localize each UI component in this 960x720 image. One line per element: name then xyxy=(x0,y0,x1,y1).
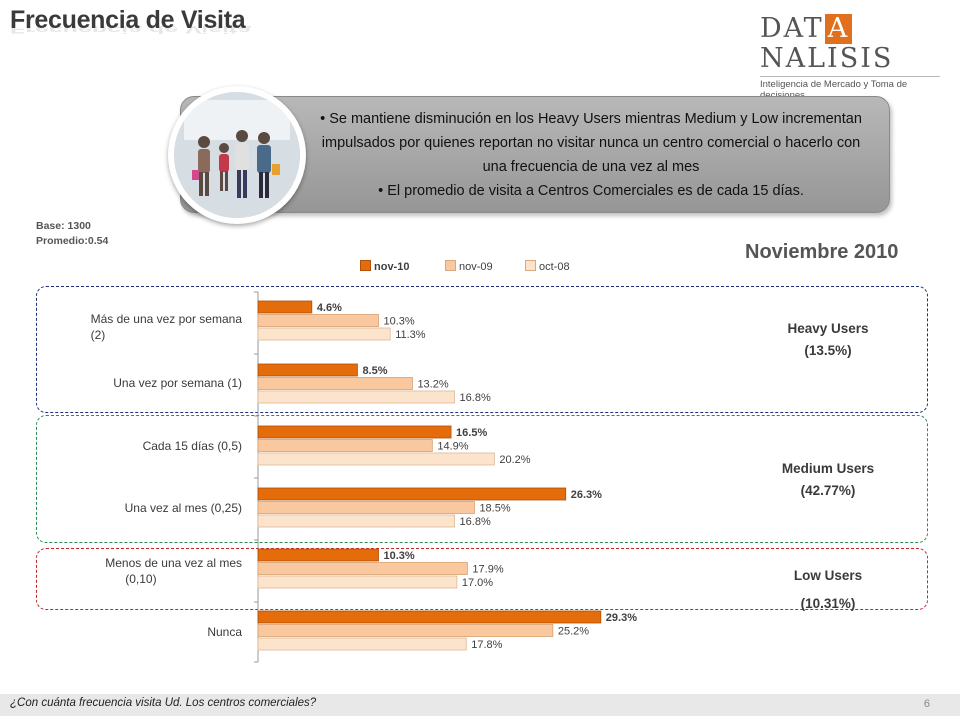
data-label: 11.3% xyxy=(395,329,426,341)
heavy-users-group xyxy=(36,286,928,413)
bar-oct-08 xyxy=(257,390,455,404)
legend-swatch xyxy=(445,260,456,271)
base-count: Base: 1300 xyxy=(36,220,91,232)
datanalisis-logo: DAT ANALISIS Inteligencia de Mercado y To… xyxy=(760,14,945,101)
data-label: 16.5% xyxy=(456,427,487,439)
bar-oct-08 xyxy=(257,637,467,651)
category-label: Menos de una vez al mes (0,10) xyxy=(105,556,242,586)
legend-item-nov-09: nov-09 xyxy=(445,260,493,273)
bar-nov-09 xyxy=(257,501,475,514)
data-label: 10.3% xyxy=(384,550,415,562)
callout-text: • Se mantiene disminución en los Heavy U… xyxy=(311,107,871,203)
bar-nov-10 xyxy=(257,425,452,439)
legend-item-oct-08: oct-08 xyxy=(525,260,570,273)
heavy-users-label: Heavy Users (13.5%) xyxy=(787,321,869,358)
data-label: 18.5% xyxy=(479,503,510,515)
category-label: Una vez por semana (1) xyxy=(113,376,242,390)
category-label: Nunca xyxy=(207,625,242,639)
data-label: 8.5% xyxy=(362,365,387,377)
legend-item-nov-10: nov-10 xyxy=(360,260,409,273)
period-title: Noviembre 2010 xyxy=(745,241,899,263)
page-number: 6 xyxy=(923,698,930,710)
medium-users-group xyxy=(36,415,928,543)
data-label: 17.9% xyxy=(472,564,503,576)
data-label: 13.2% xyxy=(417,379,448,391)
medium-users-label: Medium Users (42.77%) xyxy=(781,461,875,498)
data-label: 16.8% xyxy=(460,392,491,404)
data-label: 29.3% xyxy=(606,612,637,624)
category-label: Más de una vez por semana (2) xyxy=(90,312,242,342)
page-title: Frecuencia de Visita xyxy=(10,6,246,34)
average-value: Promedio:0.54 xyxy=(36,235,109,247)
data-label: 16.8% xyxy=(460,516,491,528)
callout-bullet: • Se mantiene disminución en los Heavy U… xyxy=(320,111,862,175)
callout-bullet: • El promedio de visita a Centros Comerc… xyxy=(378,183,804,199)
shoppers-photo xyxy=(168,86,306,224)
data-label: 20.2% xyxy=(499,454,530,466)
bar-oct-08 xyxy=(257,575,458,589)
bar-nov-10 xyxy=(257,548,379,562)
bar-nov-10 xyxy=(257,363,358,377)
bar-oct-08 xyxy=(257,452,495,466)
bar-nov-09 xyxy=(257,439,433,452)
data-label: 17.8% xyxy=(471,639,502,651)
bar-nov-10 xyxy=(257,610,602,624)
bar-nov-09 xyxy=(257,377,413,390)
data-label: 14.9% xyxy=(437,441,468,453)
bar-nov-10 xyxy=(257,300,313,314)
legend-swatch xyxy=(360,260,371,271)
data-label: 25.2% xyxy=(558,626,589,638)
logo-tagline: Inteligencia de Mercado y Toma de decisi… xyxy=(760,79,908,101)
bar-nov-09 xyxy=(257,624,554,637)
bar-nov-09 xyxy=(257,314,379,327)
category-label: Una vez al mes (0,25) xyxy=(124,501,242,515)
bar-nov-10 xyxy=(257,487,567,501)
base-note: Base: 1300 Promedio:0.54 xyxy=(36,219,108,249)
low-users-group xyxy=(36,548,928,610)
data-label: 10.3% xyxy=(384,316,415,328)
insight-callout: • Se mantiene disminución en los Heavy U… xyxy=(180,96,890,213)
footer-bar: ¿Con cuánta frecuencia visita Ud. Los ce… xyxy=(0,694,960,716)
category-label: Cada 15 días (0,5) xyxy=(142,439,242,453)
data-label: 17.0% xyxy=(462,577,493,589)
data-label: 26.3% xyxy=(571,489,602,501)
data-label: 4.6% xyxy=(317,302,342,314)
bar-oct-08 xyxy=(257,327,391,341)
logo-wordmark: DAT ANALISIS xyxy=(760,13,894,74)
low-users-label: Low Users (10.31%) xyxy=(793,568,863,611)
bar-oct-08 xyxy=(257,514,455,528)
bar-nov-09 xyxy=(257,562,468,575)
shoppers-photo-image xyxy=(174,92,300,218)
logo-divider xyxy=(760,76,940,77)
legend-swatch xyxy=(525,260,536,271)
survey-question: ¿Con cuánta frecuencia visita Ud. Los ce… xyxy=(10,697,317,709)
